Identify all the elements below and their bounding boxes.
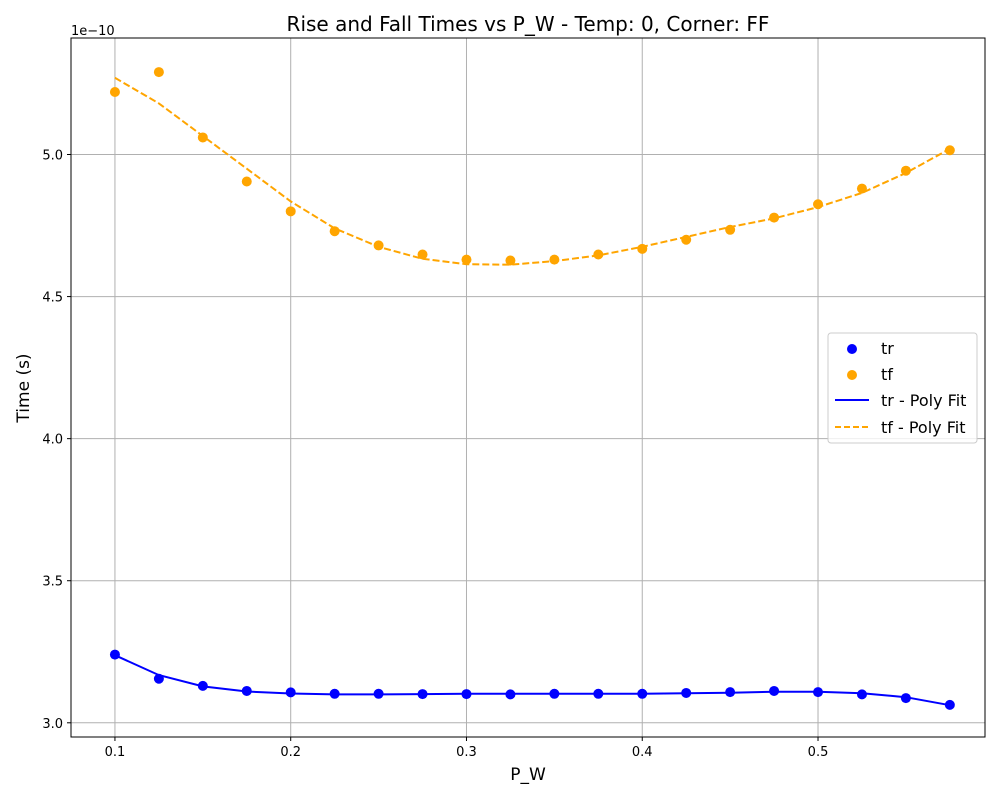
x-tick-label: 0.3 <box>456 745 477 760</box>
data-point-tf <box>505 255 516 266</box>
legend-label-tr-fit: tr - Poly Fit <box>881 391 966 410</box>
legend-marker-tr <box>847 344 857 354</box>
data-point-tf <box>373 240 384 251</box>
series-line-tr-poly-fit <box>114 654 950 707</box>
data-point-tf <box>944 145 955 156</box>
data-point-tr <box>285 687 296 698</box>
y-tick-label: 3.5 <box>42 575 63 590</box>
axis-ticks: 0.1 0.2 0.3 0.4 0.5 3.0 3.5 4.0 4.5 5.0 <box>42 149 828 761</box>
y-tick-label: 5.0 <box>42 149 63 164</box>
data-point-tr <box>593 688 604 699</box>
data-point-tr <box>637 688 648 699</box>
chart-title: Rise and Fall Times vs P_W - Temp: 0, Co… <box>287 12 770 36</box>
data-point-tf <box>109 86 120 97</box>
data-point-tf <box>241 176 252 187</box>
data-point-tr <box>329 688 340 699</box>
data-point-tr <box>109 649 120 660</box>
data-point-tr <box>900 693 911 704</box>
plot-series <box>109 67 955 710</box>
legend-label-tr: tr <box>881 339 894 358</box>
data-point-tf <box>329 226 340 237</box>
data-point-tf <box>769 212 780 223</box>
x-axis-label: P_W <box>510 765 546 785</box>
data-point-tr <box>769 685 780 696</box>
legend: tr tf tr - Poly Fit tf - Poly Fit <box>827 332 978 444</box>
x-tick-label: 0.4 <box>632 745 653 760</box>
y-offset-label: 1e−10 <box>71 24 115 39</box>
data-point-tr <box>944 699 955 710</box>
data-point-tr <box>813 687 824 698</box>
data-point-tr <box>461 689 472 700</box>
data-point-tr <box>681 687 692 698</box>
y-tick-label: 3.0 <box>42 717 63 732</box>
data-point-tf <box>637 243 648 254</box>
series-line-tf-poly-fit <box>114 76 951 266</box>
legend-label-tf: tf <box>881 365 893 384</box>
data-point-tr <box>549 688 560 699</box>
data-point-tr <box>241 685 252 696</box>
legend-box <box>827 332 978 444</box>
y-tick-label: 4.0 <box>42 433 63 448</box>
legend-marker-tf <box>847 370 857 380</box>
data-point-tf <box>549 254 560 265</box>
data-point-tf <box>285 206 296 217</box>
data-point-tr <box>417 689 428 700</box>
y-tick-label: 4.5 <box>42 291 63 306</box>
data-point-tr <box>725 687 736 698</box>
data-point-tf <box>900 165 911 176</box>
data-point-tf <box>681 234 692 245</box>
data-point-tf <box>197 132 208 143</box>
data-point-tr <box>153 673 164 684</box>
data-point-tf <box>725 224 736 235</box>
data-point-tf <box>153 67 164 78</box>
x-tick-label: 0.1 <box>105 745 126 760</box>
data-point-tr <box>856 689 867 700</box>
data-point-tf <box>856 183 867 194</box>
x-tick-label: 0.2 <box>280 745 301 760</box>
data-point-tr <box>373 688 384 699</box>
data-point-tr <box>197 680 208 691</box>
data-point-tr <box>505 689 516 700</box>
data-point-tf <box>813 199 824 210</box>
x-tick-label: 0.5 <box>808 745 829 760</box>
data-point-tf <box>417 249 428 260</box>
y-axis-label: Time (s) <box>14 353 34 423</box>
data-point-tf <box>593 249 604 260</box>
legend-label-tf-fit: tf - Poly Fit <box>881 418 965 437</box>
data-point-tf <box>461 254 472 265</box>
plot-area-frame <box>70 37 986 738</box>
grid <box>71 38 985 737</box>
